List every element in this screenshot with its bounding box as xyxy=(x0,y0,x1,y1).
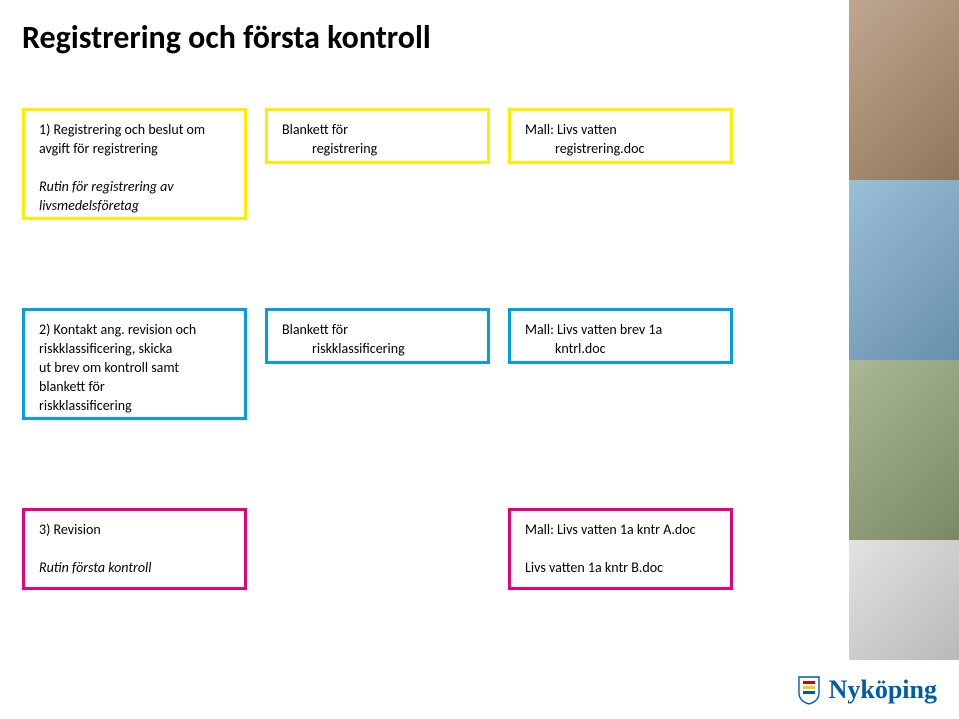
text-line: 3) Revision xyxy=(39,521,230,540)
text-line: Blankett för xyxy=(282,121,473,140)
logo: Nyköping xyxy=(797,675,937,705)
text-line: Mall: Livs vatten xyxy=(525,121,716,140)
row1-box-2: Mall: Livs vattenregistrering.doc xyxy=(508,108,733,164)
row1-box-1: Blankett förregistrering xyxy=(265,108,490,164)
page-title: Registrering och första kontroll xyxy=(22,18,431,57)
text-line xyxy=(525,540,716,559)
text-line xyxy=(279,518,476,537)
text-line: Mall: Livs vatten 1a kntr A.doc xyxy=(525,521,716,540)
text-line: Rutin för registrering av xyxy=(39,178,230,197)
text-line: riskklassificering xyxy=(39,397,230,416)
text-line: registrering xyxy=(282,140,473,159)
text-line xyxy=(39,159,230,178)
text-line: Rutin första kontroll xyxy=(39,559,230,578)
logo-text: Nyköping xyxy=(829,675,937,705)
text-line: Livs vatten 1a kntr B.doc xyxy=(525,559,716,578)
row2-box-1: Blankett förriskklassificering xyxy=(265,308,490,364)
text-line: Mall: Livs vatten brev 1a xyxy=(525,321,716,340)
text-line: registrering.doc xyxy=(525,140,716,159)
text-line: avgift för registrering xyxy=(39,140,230,159)
row1-box-0: 1) Registrering och beslut omavgift för … xyxy=(22,108,247,220)
text-line: 2) Kontakt ang. revision och xyxy=(39,321,230,340)
crest-icon xyxy=(797,675,821,705)
side-image-2 xyxy=(849,360,959,540)
row-3: 3) Revision Rutin första kontroll Mall: … xyxy=(22,508,733,590)
row2-box-2: Mall: Livs vatten brev 1akntrl.doc xyxy=(508,308,733,364)
text-line: livsmedelsföretag xyxy=(39,197,230,216)
text-line: ut brev om kontroll samt xyxy=(39,359,230,378)
row3-box-0: 3) Revision Rutin första kontroll xyxy=(22,508,247,590)
side-image-3 xyxy=(849,540,959,660)
text-line: blankett för xyxy=(39,378,230,397)
image-column xyxy=(849,0,959,660)
side-image-1 xyxy=(849,180,959,360)
row3-box-1 xyxy=(265,508,490,590)
row3-box-2: Mall: Livs vatten 1a kntr A.doc Livs vat… xyxy=(508,508,733,590)
text-line xyxy=(39,540,230,559)
side-image-0 xyxy=(849,0,959,180)
row-2: 2) Kontakt ang. revision ochriskklassifi… xyxy=(22,308,733,420)
text-line: 1) Registrering och beslut om xyxy=(39,121,230,140)
text-line: kntrl.doc xyxy=(525,340,716,359)
text-line: Blankett för xyxy=(282,321,473,340)
text-line: riskklassificering xyxy=(282,340,473,359)
text-line: riskklassificering, skicka xyxy=(39,340,230,359)
row2-box-0: 2) Kontakt ang. revision ochriskklassifi… xyxy=(22,308,247,420)
row-1: 1) Registrering och beslut omavgift för … xyxy=(22,108,733,220)
